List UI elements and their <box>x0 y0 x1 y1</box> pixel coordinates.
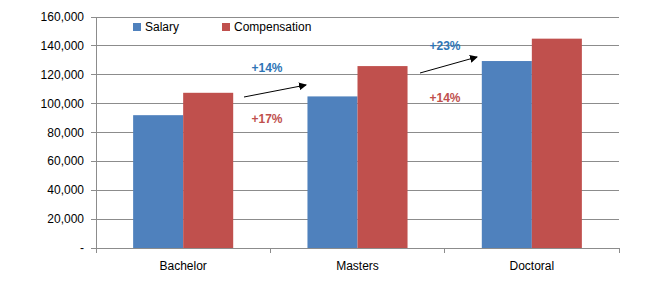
arrow <box>244 85 306 97</box>
y-tick-label: 120,000 <box>41 68 85 82</box>
x-tick-label: Bachelor <box>159 259 206 273</box>
y-axis <box>96 17 97 248</box>
y-tick <box>91 17 96 18</box>
y-tick <box>91 190 96 191</box>
x-tick <box>619 248 620 253</box>
y-tick <box>91 248 96 249</box>
x-tick-label: Doctoral <box>509 259 554 273</box>
annotations: +14% +17% +23% +14% <box>244 39 477 126</box>
y-tick-label: 60,000 <box>47 154 84 168</box>
bars <box>133 39 582 248</box>
legend: Salary Compensation <box>133 20 311 34</box>
legend-label: Compensation <box>234 20 311 34</box>
y-tick <box>91 132 96 133</box>
grid-line <box>96 17 619 18</box>
x-tick <box>444 248 445 253</box>
chart-container: - 20,000 40,000 60,000 80,000 100,000 120,000 1… <box>0 0 650 292</box>
bar <box>482 61 532 248</box>
grid <box>96 17 619 248</box>
y-tick-label: 100,000 <box>41 97 85 111</box>
annotation: +23% <box>429 39 460 53</box>
bar <box>307 96 357 248</box>
y-tick <box>91 45 96 46</box>
y-tick <box>91 219 96 220</box>
x-tick-label: Masters <box>336 259 379 273</box>
y-tick <box>91 103 96 104</box>
chart-svg: - 20,000 40,000 60,000 80,000 100,000 120,000 1… <box>0 0 650 292</box>
bar <box>532 39 582 248</box>
annotation: +14% <box>251 61 282 75</box>
y-tick-label: 40,000 <box>47 183 84 197</box>
y-tick <box>91 74 96 75</box>
legend-swatch <box>133 23 141 31</box>
legend-swatch <box>222 23 230 31</box>
x-tick <box>96 248 97 253</box>
annotation: +17% <box>251 112 282 126</box>
y-tick-label: 160,000 <box>41 10 85 24</box>
y-tick <box>91 161 96 162</box>
arrow <box>420 57 477 73</box>
annotation: +14% <box>429 91 460 105</box>
legend-label: Salary <box>145 20 179 34</box>
y-tick-label: 80,000 <box>47 126 84 140</box>
x-tick <box>270 248 271 253</box>
bar <box>358 66 408 248</box>
y-tick-label: 140,000 <box>41 39 85 53</box>
y-tick-label: - <box>80 241 84 255</box>
y-tick-label: 20,000 <box>47 212 84 226</box>
bar <box>183 93 233 248</box>
bar <box>133 115 183 248</box>
